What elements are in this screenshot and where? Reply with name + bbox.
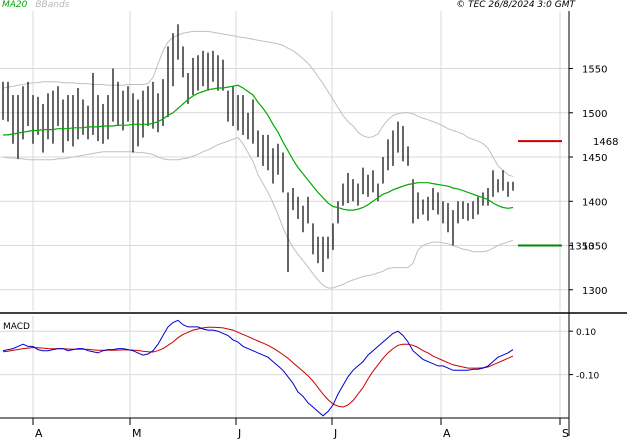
price-tick-label: 1350 — [582, 242, 607, 253]
main-grid — [0, 11, 569, 311]
month-label: A — [35, 427, 43, 440]
ma20-line — [3, 84, 514, 211]
month-label: J — [237, 427, 241, 440]
bbands-lower-line — [2, 136, 514, 289]
axis-labels: 1300 1350 1400 1450 1500 1550 A M J J A S 0.10 -0.10 1… — [35, 65, 618, 440]
price-tick-label: 1400 — [582, 197, 607, 208]
month-label: M — [132, 427, 142, 440]
copyright-timestamp: © TEC 26/8/2024 3:0 GMT — [456, 0, 575, 10]
month-label: S — [562, 427, 569, 440]
price-tick-label: 1450 — [582, 153, 607, 164]
month-label: J — [333, 427, 337, 440]
legend-bbands: BBands — [35, 0, 70, 10]
month-label: A — [443, 427, 451, 440]
chart-axes — [0, 11, 627, 436]
macd-title: MACD — [3, 322, 30, 332]
macd-grid — [0, 316, 569, 418]
bbands-upper-line — [2, 30, 514, 177]
level-label: 1350 — [569, 242, 594, 253]
price-panel-bg — [0, 11, 569, 311]
price-panel — [2, 24, 562, 289]
price-tick-label: 1300 — [582, 286, 607, 297]
macd-tick-label: 0.10 — [576, 328, 596, 338]
macd-tick-label: -0.10 — [576, 372, 600, 382]
price-tick-label: 1500 — [582, 109, 607, 120]
macd-panel — [2, 319, 514, 417]
price-tick-label: 1550 — [582, 65, 607, 76]
macd-signal-line — [2, 326, 514, 408]
macd-line — [2, 319, 514, 417]
legend: MA20 BBands — [2, 0, 69, 10]
level-label: 1468 — [593, 137, 618, 148]
legend-ma20: MA20 — [2, 0, 28, 10]
